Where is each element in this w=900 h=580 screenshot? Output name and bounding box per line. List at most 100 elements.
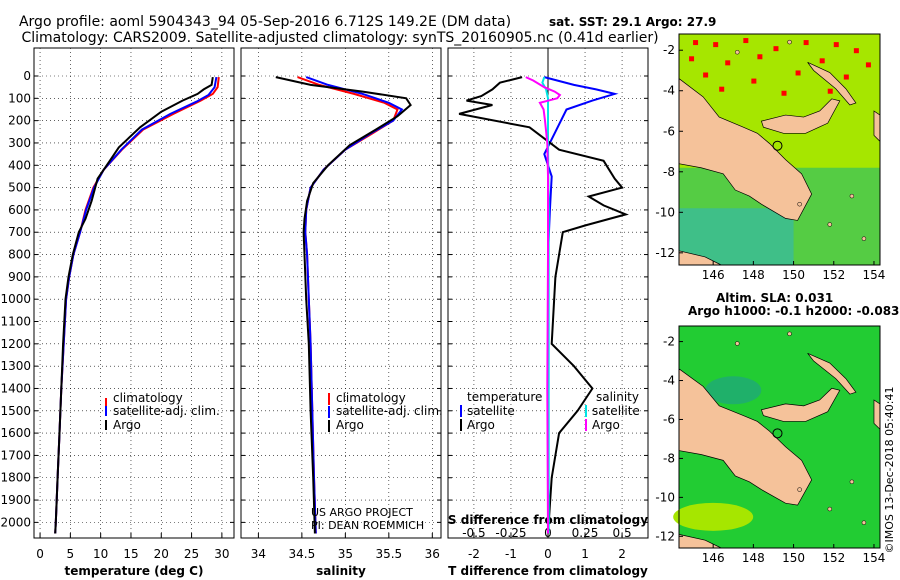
x-axis-label: temperature (deg C) xyxy=(65,564,204,578)
island xyxy=(827,506,832,512)
x-tick-label: 2 xyxy=(618,547,626,561)
lon-tick-label: 152 xyxy=(822,268,845,282)
x-tick-label: 5 xyxy=(67,547,75,561)
depth-tick-label: 300 xyxy=(8,136,31,150)
lat-tick-label: -2 xyxy=(663,335,675,349)
x-tick-label: 30 xyxy=(214,547,229,561)
lon-tick-label: 148 xyxy=(742,551,765,565)
depth-tick-label: 1300 xyxy=(0,359,31,373)
new-ireland-land xyxy=(807,62,857,106)
warm-sst-cell xyxy=(689,56,695,62)
warm-sst-cell xyxy=(693,40,699,46)
figure-title-line1: Argo profile: aoml 5904343_94 05-Sep-201… xyxy=(19,14,511,30)
warm-sst-cell xyxy=(773,46,779,52)
depth-tick-label: 1400 xyxy=(0,381,31,395)
legend-salinity-title: salinity xyxy=(596,390,639,404)
depth-tick-label: 1500 xyxy=(0,404,31,418)
warm-sst-cell xyxy=(853,48,859,54)
x-tick-label: 15 xyxy=(123,547,138,561)
x-tick-label: -2 xyxy=(468,547,480,561)
warm-sst-cell xyxy=(725,60,731,66)
legend-argo-label: Argo xyxy=(113,418,141,432)
island xyxy=(827,222,832,227)
legend-climatology-label: climatology xyxy=(113,391,183,405)
difference-legend: temperature satellite Argo salinity sate… xyxy=(460,390,640,432)
imos-watermark: ©IMOS 13-Dec-2018 05:40:41 xyxy=(883,387,896,554)
lon-tick-label: 154 xyxy=(863,268,886,282)
series-argo-line xyxy=(54,76,214,534)
legend-t-argo-label: Argo xyxy=(467,418,495,432)
depth-tick-label: 100 xyxy=(8,91,31,105)
depth-tick-label: 700 xyxy=(8,225,31,239)
depth-tick-label: 2000 xyxy=(0,515,31,529)
legend-satellite-label: satellite-adj. clim. xyxy=(336,404,443,418)
credit-line1: US ARGO PROJECT xyxy=(311,506,413,519)
depth-tick-label: 1700 xyxy=(0,448,31,462)
warm-sst-cell xyxy=(781,90,787,96)
depth-axis-labels: 0 100 200 300 400 500 600 700 800 900 1000 1100 1200… xyxy=(0,69,31,529)
credit-line2: PI: DEAN ROEMMICH xyxy=(311,519,424,532)
new-britain-land xyxy=(760,387,841,422)
x-tick-label: 35.5 xyxy=(375,547,402,561)
sla-map: 146 148 150 152 154 -2 -4 -6 -8 -10 -12 xyxy=(655,325,885,565)
legend-t-satellite-label: satellite xyxy=(467,404,515,418)
lat-tick-label: -4 xyxy=(663,374,675,388)
plot-frame xyxy=(240,47,442,539)
legend-temperature-title: temperature xyxy=(467,390,542,404)
lat-tick-label: -4 xyxy=(663,84,675,98)
legend-climatology-label: climatology xyxy=(336,391,406,405)
lon-tick-label: 150 xyxy=(782,551,805,565)
legend-s-satellite-label: satellite xyxy=(592,404,640,418)
island xyxy=(797,201,802,207)
warm-sst-cell xyxy=(803,40,809,46)
warm-sst-cell xyxy=(703,72,709,78)
x-tick-label: 34.5 xyxy=(289,547,316,561)
island xyxy=(735,341,740,346)
depth-tick-label: 800 xyxy=(8,248,31,262)
series-t-argo-line xyxy=(458,76,629,534)
x-top-tick-label: -0.25 xyxy=(495,526,526,540)
island xyxy=(735,49,740,55)
depth-tick-label: 900 xyxy=(8,270,31,284)
warm-sst-cell xyxy=(719,86,725,92)
profile-location-marker xyxy=(772,140,783,151)
temperature-panel: 0 5 10 15 20 25 30 temperature (deg C) xyxy=(33,47,235,578)
series-argo-line xyxy=(275,76,412,534)
legend-satellite-label: satellite-adj. clim. xyxy=(113,404,220,418)
warm-sst-cell xyxy=(865,62,871,68)
island xyxy=(787,39,792,45)
lat-tick-label: -12 xyxy=(655,529,675,543)
lat-tick-label: -8 xyxy=(663,165,675,179)
depth-tick-label: 1600 xyxy=(0,426,31,440)
new-guinea-land xyxy=(678,368,813,506)
lon-tick-label: 150 xyxy=(782,268,805,282)
lat-tick-label: -6 xyxy=(663,124,675,138)
sst-map: 146 148 150 152 154 -2 -4 -6 -8 -10 -12 xyxy=(655,33,886,282)
depth-tick-label: 0 xyxy=(23,69,31,83)
warm-sst-cell xyxy=(833,42,839,48)
new-britain-land xyxy=(760,98,841,134)
depth-tick-label: 200 xyxy=(8,114,31,128)
island xyxy=(849,479,855,485)
lat-tick-label: -8 xyxy=(663,451,675,465)
salinity-panel: 34 34.5 35 35.5 36 salinity xyxy=(240,47,442,578)
depth-tick-label: 1000 xyxy=(0,292,31,306)
x-top-tick-label: 0.25 xyxy=(572,526,599,540)
warm-sst-cell xyxy=(757,54,763,60)
warm-sst-cell xyxy=(827,88,833,94)
warm-sst-cell xyxy=(743,38,749,44)
x-tick-label: 34 xyxy=(251,547,266,561)
lon-tick-label: 148 xyxy=(742,268,765,282)
new-ireland-land xyxy=(807,352,857,395)
depth-tick-label: 1800 xyxy=(0,471,31,485)
map-frame xyxy=(678,325,881,549)
depth-tick-label: 1900 xyxy=(0,493,31,507)
figure-title-line2: Climatology: CARS2009. Satellite-adjuste… xyxy=(21,30,658,46)
warm-sst-cell xyxy=(713,42,719,48)
x-axis-label: T difference from climatology xyxy=(448,564,648,578)
warm-sst-cell xyxy=(819,58,825,64)
sla-map-title-line1: Altim. SLA: 0.031 xyxy=(716,291,833,305)
profile-location-marker xyxy=(772,428,783,439)
island xyxy=(861,520,867,525)
x-tick-label: 20 xyxy=(154,547,169,561)
